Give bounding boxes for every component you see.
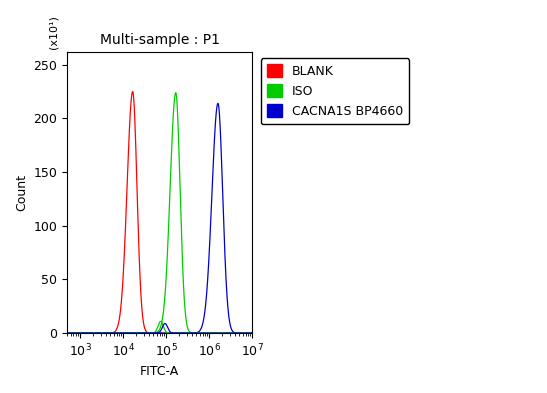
Legend: BLANK, ISO, CACNA1S BP4660: BLANK, ISO, CACNA1S BP4660 — [260, 58, 409, 124]
X-axis label: FITC-A: FITC-A — [140, 365, 179, 378]
Text: (x10¹): (x10¹) — [48, 15, 59, 49]
Title: Multi-sample : P1: Multi-sample : P1 — [100, 33, 220, 46]
Y-axis label: Count: Count — [15, 174, 28, 211]
